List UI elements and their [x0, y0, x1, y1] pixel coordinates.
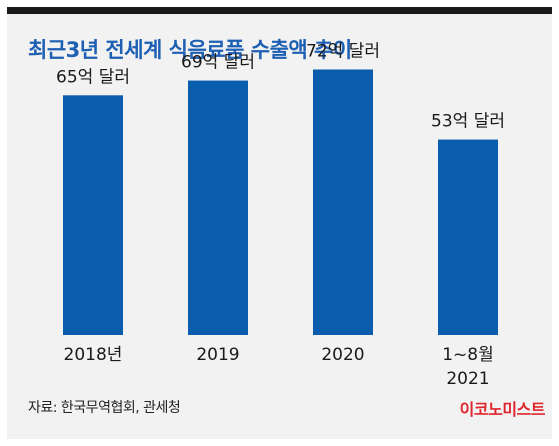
value-label-3: 53억 달러 [431, 112, 505, 132]
category-label-2: 2020 [321, 345, 364, 365]
value-label-0: 65억 달러 [56, 67, 130, 87]
bar-3 [438, 139, 498, 335]
bar-2 [313, 69, 373, 335]
chart-title: 최근3년 전세계 식음료품 수출액 추이 [28, 38, 352, 62]
category-label-3-0: 1~8월 [442, 345, 494, 365]
category-label-3-1: 2021 [446, 369, 489, 389]
source-note: 자료: 한국무역협회, 관세청 [28, 400, 181, 416]
category-label-0: 2018년 [64, 345, 123, 365]
bar-1 [188, 80, 248, 335]
value-label-2: 72억 달러 [306, 42, 380, 62]
value-label-1: 69억 달러 [181, 53, 255, 73]
bar-0 [63, 95, 123, 335]
category-label-1: 2019 [196, 345, 239, 365]
brand-logo: 이코노미스트 [459, 400, 546, 419]
bars-group: 65억 달러 2018년 69억 달러 2019 72억 달러 2020 53억 달러 1~8… [56, 42, 505, 390]
